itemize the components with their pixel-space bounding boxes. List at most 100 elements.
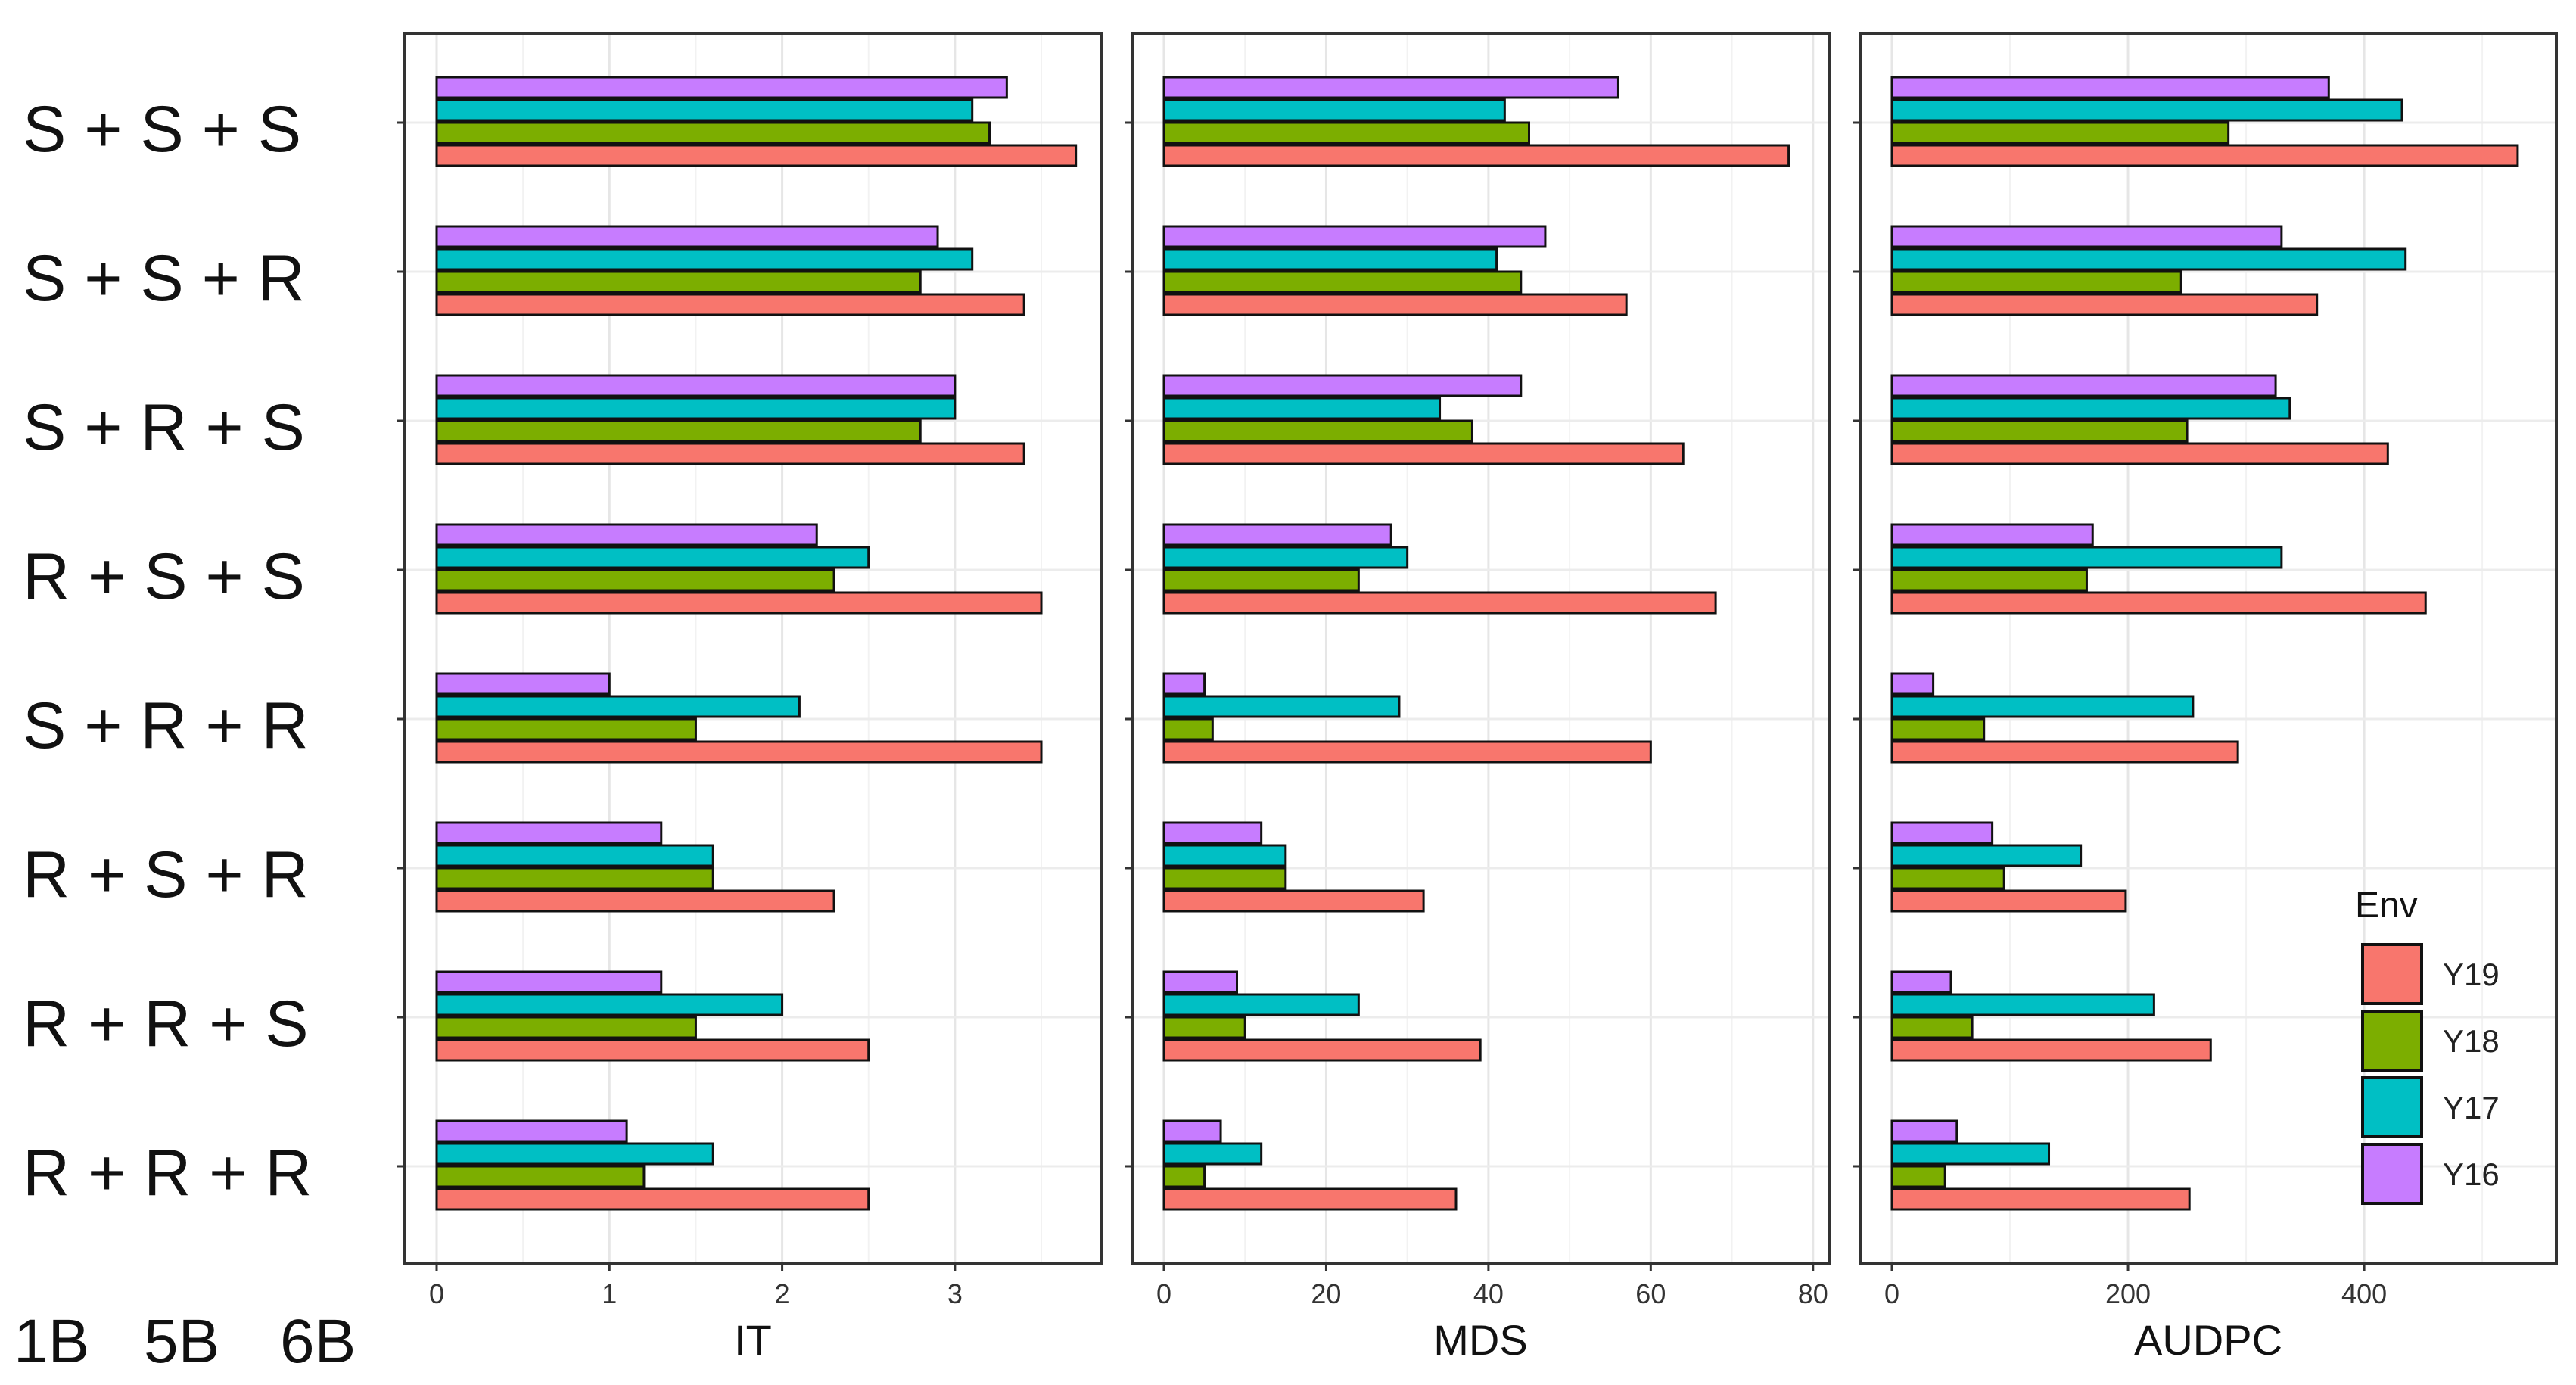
bar-audpc-r-s-s-y18 <box>1890 568 2088 592</box>
bar-it-r-s-r-y19 <box>435 889 835 913</box>
bar-audpc-r-s-s-y17 <box>1890 546 2283 569</box>
legend-swatch-y17 <box>2361 1076 2423 1138</box>
axis-title-mds: MDS <box>1433 1316 1527 1364</box>
category-label-s-s-r: S + S + R <box>23 242 305 315</box>
bar-it-r-r-s-y19 <box>435 1038 870 1062</box>
x-axis-ticks: 0 20 40 60 80 <box>1125 121 1828 1309</box>
bar-it-s-r-s-y17 <box>435 397 957 420</box>
tick-label: 60 <box>1635 1278 1666 1309</box>
bar-mds-r-r-s-y19 <box>1162 1038 1482 1062</box>
bar-mds-r-s-r-y19 <box>1162 889 1425 913</box>
bar-audpc-s-s-r-y16 <box>1890 225 2283 248</box>
bar-audpc-r-s-s-y16 <box>1890 523 2094 546</box>
bar-mds-s-r-s-y18 <box>1162 419 1473 443</box>
bar-audpc-r-r-r-y16 <box>1890 1119 1958 1143</box>
bar-audpc-s-s-r-y19 <box>1890 293 2319 316</box>
axis-title-audpc: AUDPC <box>2134 1316 2282 1364</box>
panel-frame <box>1859 32 2558 1265</box>
bar-it-r-s-r-y16 <box>435 821 663 845</box>
bar-it-r-s-s-y18 <box>435 568 835 592</box>
bar-it-s-s-r-y18 <box>435 270 922 294</box>
bar-it-r-r-s-y16 <box>435 970 663 994</box>
tick-label: 20 <box>1311 1278 1341 1309</box>
bar-it-r-r-r-y17 <box>435 1142 714 1166</box>
bar-mds-s-r-r-y17 <box>1162 695 1401 718</box>
bar-audpc-r-r-r-y18 <box>1890 1165 1946 1188</box>
bar-it-s-r-r-y17 <box>435 695 801 718</box>
bar-audpc-r-r-s-y19 <box>1890 1038 2212 1062</box>
chart-panels: 0 1 2 3 IT 0 20 40 60 80 MDS 0 200 400 AUDPC <box>397 32 2558 1364</box>
legend-label-y18: Y18 <box>2443 1023 2500 1059</box>
bar-audpc-s-r-r-y17 <box>1890 695 2195 718</box>
legend-item-y16: Y16 <box>2361 1143 2500 1205</box>
panel-frame <box>403 32 1103 1265</box>
tick-label: 0 <box>429 1278 444 1309</box>
bar-audpc-s-s-s-y16 <box>1890 76 2330 99</box>
bar-it-s-s-r-y16 <box>435 225 939 248</box>
bar-audpc-r-s-r-y19 <box>1890 889 2127 913</box>
bar-it-r-s-s-y19 <box>435 591 1043 615</box>
bar-it-s-s-s-y19 <box>435 144 1078 167</box>
bar-audpc-r-r-s-y16 <box>1890 970 1952 994</box>
bar-audpc-r-r-r-y17 <box>1890 1142 2051 1166</box>
bar-mds-s-s-s-y18 <box>1162 121 1530 145</box>
bar-it-s-s-r-y17 <box>435 247 974 271</box>
bar-mds-s-r-r-y16 <box>1162 672 1206 696</box>
caption-6b: 6B <box>280 1307 356 1376</box>
bar-audpc-s-s-s-y18 <box>1890 121 2230 145</box>
legend-item-y17: Y17 <box>2361 1076 2500 1138</box>
bar-it-s-r-s-y18 <box>435 419 922 443</box>
bar-audpc-r-r-r-y19 <box>1890 1187 2191 1211</box>
tick-label: 200 <box>2105 1278 2151 1309</box>
legend-item-y19: Y19 <box>2361 943 2500 1005</box>
bar-audpc-s-r-r-y18 <box>1890 717 1986 741</box>
bar-audpc-r-s-r-y16 <box>1890 821 1994 845</box>
bar-it-s-r-r-y18 <box>435 717 697 741</box>
bar-it-r-r-s-y18 <box>435 1016 697 1039</box>
category-axis-caption: 1B 5B 6B <box>14 1307 356 1376</box>
caption-5b: 5B <box>144 1307 219 1376</box>
bar-audpc-r-r-s-y18 <box>1890 1016 1974 1039</box>
bar-mds-r-s-r-y17 <box>1162 844 1287 867</box>
legend-swatch-y18 <box>2361 1010 2423 1072</box>
bar-mds-s-s-s-y17 <box>1162 98 1506 122</box>
tick-label: 0 <box>1156 1278 1171 1309</box>
bar-mds-s-r-r-y18 <box>1162 717 1214 741</box>
bar-mds-r-r-s-y18 <box>1162 1016 1246 1039</box>
bar-mds-s-r-r-y19 <box>1162 740 1652 764</box>
bar-it-s-s-r-y19 <box>435 293 1025 316</box>
panel-grid <box>1860 33 2556 1264</box>
caption-1b: 1B <box>14 1307 89 1376</box>
panel-it: 0 1 2 3 IT <box>397 32 1103 1364</box>
bar-audpc-s-r-s-y16 <box>1890 374 2277 397</box>
bar-mds-s-s-s-y16 <box>1162 76 1619 99</box>
panel-grid <box>405 33 1101 1264</box>
bar-audpc-s-r-s-y17 <box>1890 397 2291 420</box>
tick-label: 80 <box>1798 1278 1828 1309</box>
bar-it-r-r-r-y18 <box>435 1165 646 1188</box>
bar-mds-s-s-r-y17 <box>1162 247 1498 271</box>
bar-audpc-s-s-s-y17 <box>1890 98 2403 122</box>
bar-it-r-s-r-y18 <box>435 867 714 890</box>
bar-mds-r-s-s-y18 <box>1162 568 1360 592</box>
category-label-r-s-r: R + S + R <box>23 839 309 911</box>
bar-mds-r-s-s-y19 <box>1162 591 1717 615</box>
bar-audpc-r-s-r-y17 <box>1890 844 2083 867</box>
tick-label: 1 <box>602 1278 617 1309</box>
bar-audpc-r-r-s-y17 <box>1890 993 2155 1016</box>
bar-mds-r-r-s-y17 <box>1162 993 1360 1016</box>
category-label-s-r-s: S + R + S <box>23 391 305 464</box>
bar-it-r-s-s-y16 <box>435 523 818 546</box>
panel-grid <box>1132 33 1829 1264</box>
bar-mds-r-s-s-y17 <box>1162 546 1409 569</box>
bar-audpc-s-s-r-y17 <box>1890 247 2407 271</box>
legend-label-y19: Y19 <box>2443 957 2500 992</box>
bar-mds-r-s-s-y16 <box>1162 523 1392 546</box>
bar-it-r-s-s-y17 <box>435 546 870 569</box>
tick-label: 2 <box>775 1278 790 1309</box>
panel-audpc: 0 200 400 AUDPC <box>1853 32 2558 1364</box>
bar-audpc-r-s-s-y19 <box>1890 591 2427 615</box>
legend-label-y17: Y17 <box>2443 1090 2500 1125</box>
bar-it-s-r-r-y19 <box>435 740 1043 764</box>
